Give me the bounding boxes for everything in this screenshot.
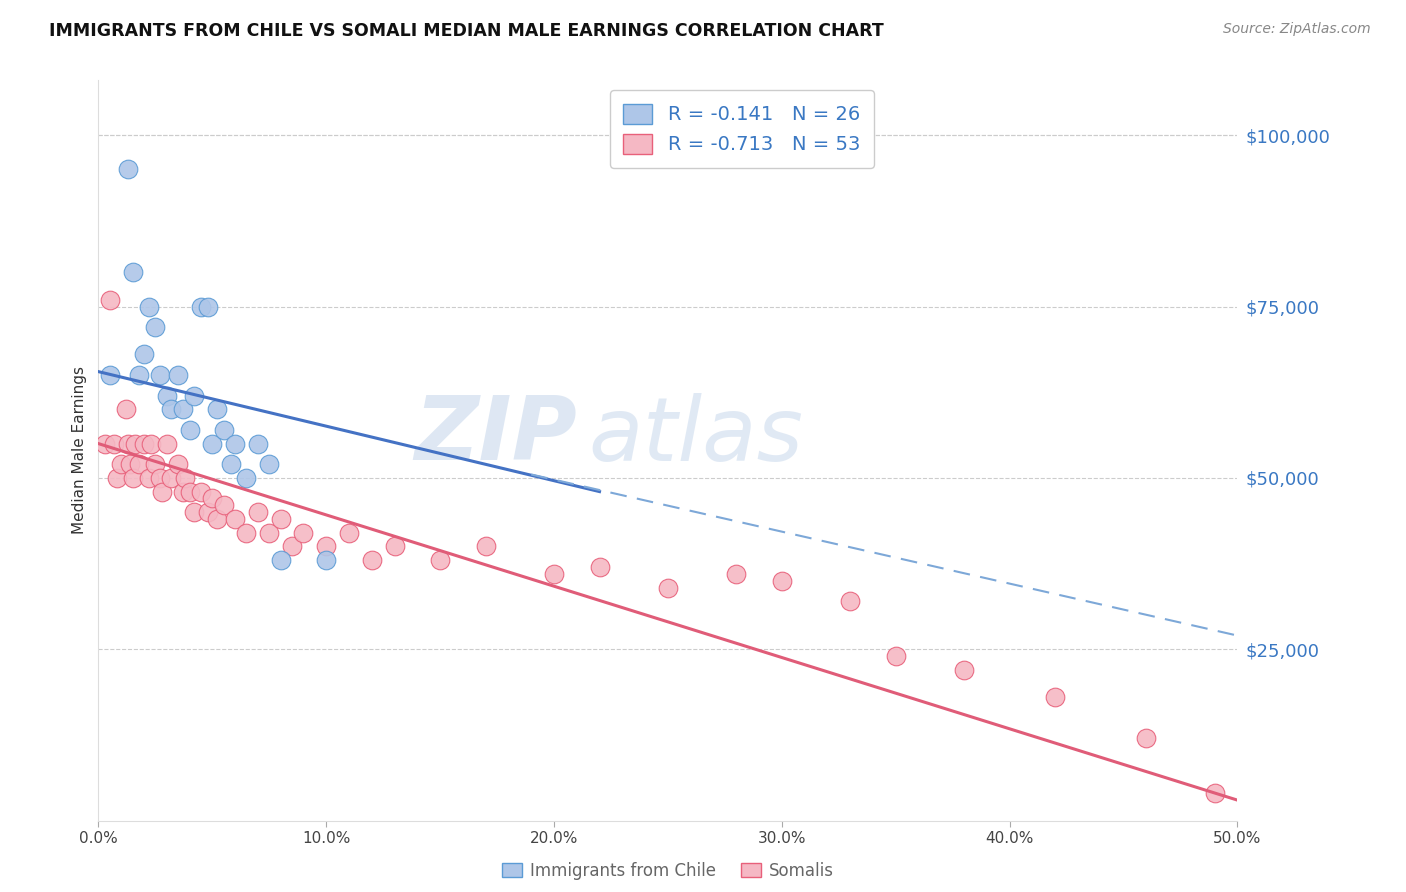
Point [201,436,224,450]
Point [156,436,179,450]
Point [145,457,167,471]
Point [246,505,269,519]
Point [94,436,117,450]
Point [839,594,862,608]
Point [120,457,142,471]
Point [190,300,212,314]
Point [138,471,160,485]
Y-axis label: Median Male Earnings: Median Male Earnings [72,367,87,534]
Legend: R = -0.141   N = 26, R = -0.713   N = 53: R = -0.141 N = 26, R = -0.713 N = 53 [610,90,875,168]
Point [128,457,150,471]
Point [117,162,139,177]
Point [110,457,132,471]
Point [212,498,235,512]
Point [103,436,125,450]
Point [384,540,406,554]
Point [105,471,128,485]
Point [183,505,205,519]
Point [953,663,976,677]
Point [429,553,451,567]
Point [543,566,565,581]
Point [121,265,143,279]
Text: ZIP: ZIP [413,392,576,479]
Text: atlas: atlas [588,392,803,479]
Point [138,300,160,314]
Point [474,540,496,554]
Point [172,402,194,417]
Point [172,484,194,499]
Point [259,457,281,471]
Point [128,368,150,382]
Point [224,512,246,526]
Point [124,436,146,450]
Point [315,553,337,567]
Point [219,457,242,471]
Point [167,368,190,382]
Point [770,574,793,588]
Point [1135,731,1157,746]
Point [315,540,337,554]
Point [259,525,281,540]
Point [117,436,139,450]
Point [179,423,201,437]
Point [190,484,212,499]
Point [360,553,382,567]
Point [167,457,190,471]
Point [197,300,219,314]
Point [270,553,292,567]
Point [270,512,292,526]
Point [201,491,224,506]
Text: Source: ZipAtlas.com: Source: ZipAtlas.com [1223,22,1371,37]
Point [132,347,155,361]
Point [139,436,162,450]
Point [725,566,748,581]
Point [337,525,360,540]
Point [212,423,235,437]
Point [160,471,183,485]
Point [160,402,183,417]
Point [149,368,172,382]
Point [281,540,304,554]
Point [132,436,155,450]
Point [588,560,610,574]
Point [183,389,205,403]
Point [179,484,201,499]
Point [98,368,121,382]
Point [98,293,121,307]
Point [235,525,257,540]
Point [121,471,143,485]
Point [1204,786,1226,800]
Point [149,471,172,485]
Point [145,320,167,334]
Point [224,436,246,450]
Point [156,389,179,403]
Point [1043,690,1066,705]
Point [657,581,679,595]
Point [235,471,257,485]
Point [205,512,228,526]
Point [205,402,228,417]
Point [246,436,269,450]
Point [197,505,219,519]
Text: IMMIGRANTS FROM CHILE VS SOMALI MEDIAN MALE EARNINGS CORRELATION CHART: IMMIGRANTS FROM CHILE VS SOMALI MEDIAN M… [49,22,884,40]
Point [150,484,173,499]
Point [884,649,907,664]
Point [292,525,315,540]
Point [174,471,197,485]
Point [114,402,136,417]
